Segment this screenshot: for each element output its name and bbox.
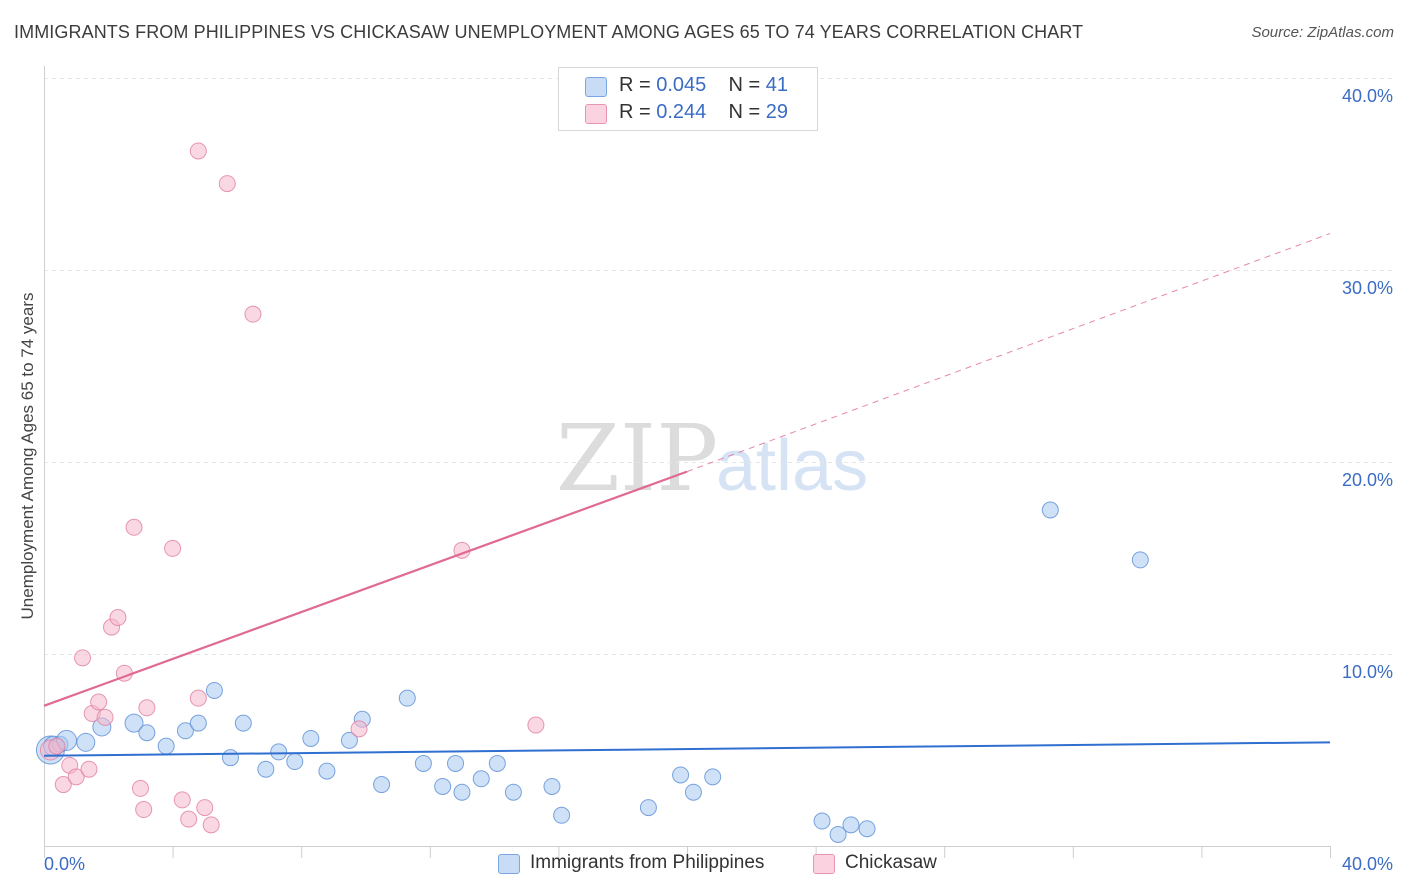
point-chickasaw (125, 518, 143, 536)
point-philippines (318, 762, 336, 780)
point-chickasaw (96, 708, 114, 726)
point-philippines (472, 770, 490, 788)
legend-r-label: R = (619, 74, 651, 96)
source-label: Source: ZipAtlas.com (1251, 24, 1394, 41)
legend-n-value: 41 (765, 74, 789, 96)
point-philippines (447, 754, 465, 772)
point-philippines (488, 754, 506, 772)
point-philippines (234, 714, 252, 732)
point-philippines (453, 783, 471, 801)
point-philippines (434, 777, 452, 795)
y-tick-label: 40.0% (1342, 86, 1393, 106)
point-chickasaw (164, 539, 182, 557)
point-philippines (684, 783, 702, 801)
point-chickasaw (196, 799, 214, 817)
point-philippines (813, 812, 831, 830)
point-philippines (504, 783, 522, 801)
point-chickasaw (54, 776, 72, 794)
point-philippines (286, 753, 304, 771)
trendline-chickasaw (43, 470, 688, 707)
point-philippines (373, 776, 391, 794)
point-philippines (221, 749, 239, 767)
legend-n-label: N = (728, 101, 761, 123)
chart-title: IMMIGRANTS FROM PHILIPPINES VS CHICKASAW… (14, 22, 1084, 42)
legend-n-value: 29 (765, 101, 789, 123)
legend-r-label: R = (619, 101, 651, 123)
point-philippines (157, 737, 175, 755)
point-chickasaw (218, 175, 236, 193)
legend-r-value: 0.244 (656, 101, 707, 123)
point-chickasaw (202, 816, 220, 834)
point-chickasaw (109, 609, 127, 627)
point-chickasaw (173, 791, 191, 809)
point-philippines (639, 799, 657, 817)
legend-label-chickasaw: Chickasaw (845, 852, 937, 873)
point-philippines (842, 816, 860, 834)
legend-swatch-chickasaw (813, 854, 835, 874)
point-philippines (340, 731, 358, 749)
point-chickasaw (80, 760, 98, 778)
point-chickasaw (48, 737, 66, 755)
point-philippines (1131, 551, 1149, 569)
point-philippines (829, 825, 847, 843)
trendline-chickasaw-extension (686, 233, 1331, 473)
point-chickasaw (350, 720, 368, 738)
trendline-philippines (43, 741, 1331, 757)
point-philippines (138, 724, 156, 742)
point-philippines (257, 760, 275, 778)
point-chickasaw (180, 810, 198, 828)
x-tick-label: 0.0% (44, 854, 85, 874)
legend-r-value: 0.045 (656, 74, 707, 96)
point-philippines (176, 722, 194, 740)
legend-series: Immigrants from Philippines Chickasaw (0, 850, 1406, 880)
watermark-atlas: atlas (716, 426, 868, 506)
x-tick-label: 40.0% (1342, 854, 1393, 874)
point-chickasaw (189, 142, 207, 160)
point-philippines (543, 777, 561, 795)
point-philippines (270, 743, 288, 761)
y-tick-label: 10.0% (1342, 662, 1393, 682)
watermark-zip: ZIP (556, 405, 718, 512)
legend-swatch-philippines (585, 77, 607, 97)
legend-n-label: N = (728, 74, 761, 96)
y-tick-label: 30.0% (1342, 278, 1393, 298)
point-philippines (858, 820, 876, 838)
point-philippines (398, 689, 416, 707)
legend-swatch-philippines (498, 854, 520, 874)
y-tick-label: 20.0% (1342, 470, 1393, 490)
legend-label-philippines: Immigrants from Philippines (530, 852, 765, 873)
legend-swatch-chickasaw (585, 104, 607, 124)
point-philippines (76, 732, 96, 752)
point-philippines (672, 766, 690, 784)
point-chickasaw (67, 768, 85, 786)
point-chickasaw (527, 716, 545, 734)
point-chickasaw (189, 689, 207, 707)
point-philippines (414, 754, 432, 772)
point-chickasaw (135, 801, 153, 819)
point-chickasaw (90, 693, 108, 711)
point-philippines (302, 729, 320, 747)
point-philippines (1041, 501, 1059, 519)
point-philippines (704, 768, 722, 786)
y-axis-label: Unemployment Among Ages 65 to 74 years (18, 292, 37, 620)
point-chickasaw (131, 779, 149, 797)
point-chickasaw (138, 699, 156, 717)
point-chickasaw (74, 649, 92, 667)
point-chickasaw (244, 305, 262, 323)
point-philippines (553, 806, 571, 824)
point-philippines (189, 714, 207, 732)
legend-stats: R = 0.045 N = 41 R = 0.244 N = 29 (558, 67, 818, 131)
point-philippines (205, 681, 223, 699)
point-philippines (124, 713, 144, 733)
